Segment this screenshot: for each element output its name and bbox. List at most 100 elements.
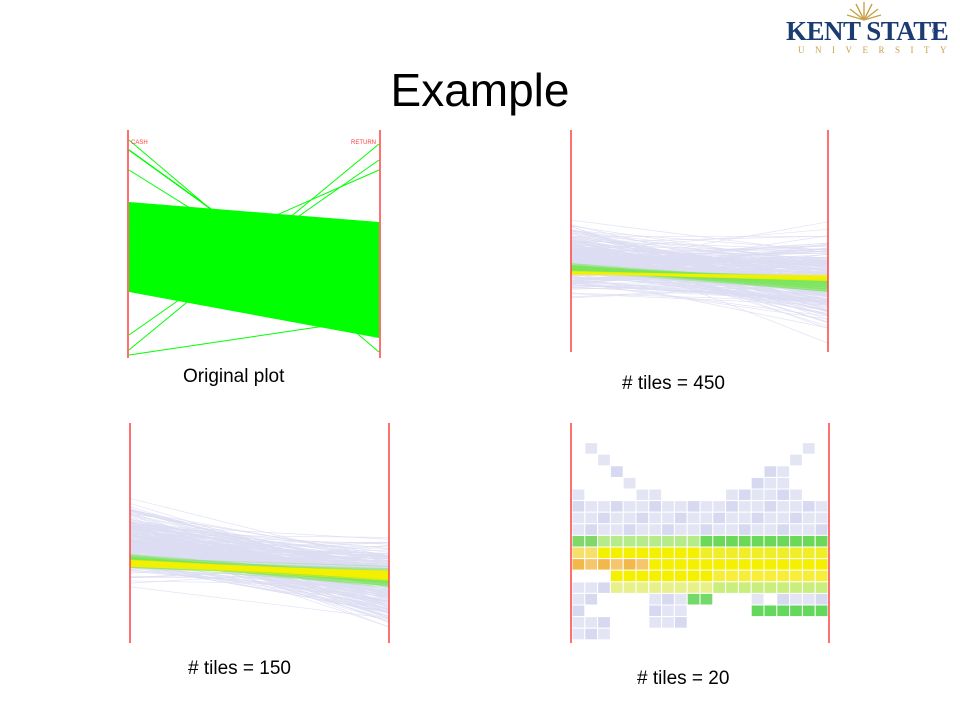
tile [789,581,803,594]
tile [725,511,739,525]
tile [571,581,586,594]
tile [725,558,739,571]
tile [725,546,739,560]
tile [763,476,778,490]
tile [686,523,701,536]
original-plot: CASH RETURN [127,130,383,358]
tile [814,604,829,618]
tile [789,569,803,583]
tile [661,523,675,536]
tile [763,558,778,571]
tile [737,511,752,525]
tile [597,546,611,560]
tile [661,500,675,513]
tile [763,488,778,502]
tile [776,488,791,502]
tile [776,500,791,513]
tile [635,558,650,571]
tile [801,511,816,525]
tile [776,465,791,478]
tile [725,581,739,594]
tile [571,569,586,583]
tile [597,511,611,525]
tile [814,534,829,548]
tile [737,523,752,536]
tile [750,558,765,571]
tile [776,511,791,525]
tiles-150-plot [127,423,393,643]
tile [750,523,765,536]
tile [686,592,701,606]
tiles-20-plot [568,423,832,643]
tile [699,523,714,536]
tile [597,500,611,513]
tile [776,534,791,548]
tile [814,500,829,513]
tile [699,546,714,560]
tile [622,581,637,594]
tile [635,523,650,536]
tile [609,581,624,594]
tile [789,511,803,525]
tile [814,581,829,594]
tile [622,511,637,525]
tile [763,500,778,513]
tile [597,523,611,536]
tile [776,604,791,618]
tile [725,534,739,548]
tile [801,581,816,594]
tile [699,592,714,606]
tile [597,453,611,467]
tile [571,511,586,525]
tile [673,546,688,560]
tile [699,534,714,548]
tile [584,558,599,571]
tile [622,569,637,583]
tile [750,511,765,525]
tile [763,569,778,583]
extra-outliers [128,139,380,356]
high-density-lines [129,559,390,581]
tile [776,581,791,594]
tile [597,581,611,594]
tile [725,488,739,502]
tile [763,523,778,536]
tile [686,569,701,583]
tile [622,534,637,548]
tile [609,465,624,478]
tile [750,534,765,548]
tile [635,511,650,525]
tile [763,546,778,560]
tile [776,569,791,583]
tile [609,534,624,548]
tile [686,511,701,525]
tile [597,534,611,548]
tile [699,558,714,571]
tile [737,500,752,513]
tile [801,523,816,536]
faint-lines [570,219,829,344]
tile [801,569,816,583]
tile [814,546,829,560]
tile [648,581,663,594]
tile [597,569,611,583]
tile [661,592,675,606]
tile [584,500,599,513]
tile [673,604,688,618]
caption-original-plot: Original plot [183,366,285,387]
tile [584,442,599,455]
tile [801,546,816,560]
tile [648,523,663,536]
tile [789,546,803,560]
tile [750,476,765,490]
tile [801,442,816,455]
logo-subtitle: UNIVERSITY [798,45,957,55]
tile [712,534,727,548]
tile [686,581,701,594]
tile [712,569,727,583]
tile [763,534,778,548]
tile [712,581,727,594]
tile [750,581,765,594]
tile [686,546,701,560]
tile [789,500,803,513]
